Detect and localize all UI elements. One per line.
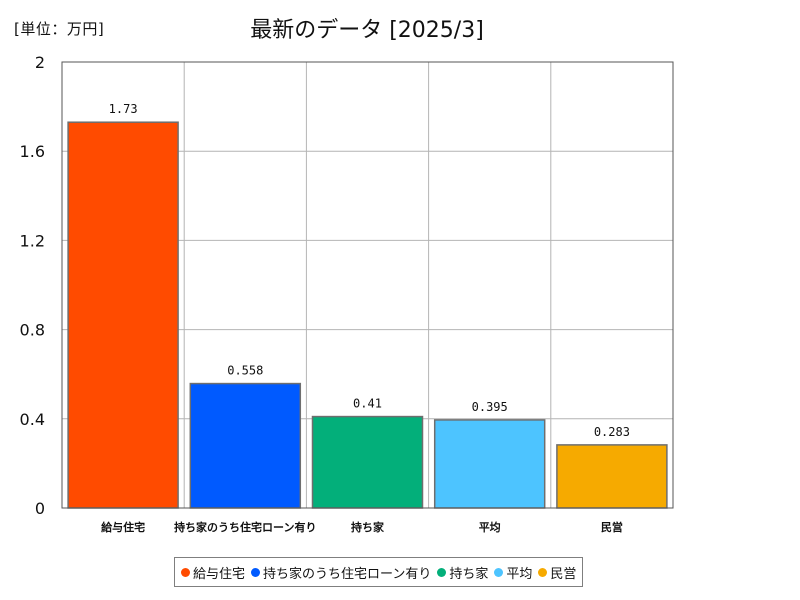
bar — [433, 419, 546, 509]
bar-value-label: 0.558 — [227, 364, 263, 378]
x-tick-label: 平均 — [479, 520, 501, 534]
legend-marker — [251, 567, 261, 577]
legend-label: 持ち家のうち住宅ローン有り — [263, 566, 432, 582]
x-tick-label: 給与住宅 — [101, 520, 145, 534]
legend-label: 平均 — [506, 566, 533, 582]
bar-value-label: 0.41 — [353, 397, 382, 411]
x-tick-label: 民営 — [601, 520, 623, 534]
bar — [556, 444, 668, 509]
legend-item: 持ち家 — [437, 563, 488, 582]
bar-value-label: 1.73 — [109, 102, 138, 116]
legend-marker — [494, 567, 504, 577]
bar-value-label: 0.395 — [472, 400, 508, 414]
x-tick-label: 持ち家のうち住宅ローン有り — [174, 520, 316, 534]
y-tick-label: 1.2 — [20, 231, 45, 250]
bar-value-label: 0.283 — [594, 425, 630, 439]
y-tick-label: 0.8 — [20, 321, 45, 340]
y-tick-label: 2 — [35, 53, 45, 72]
legend-label: 給与住宅 — [193, 566, 246, 582]
legend-label: 民営 — [550, 566, 577, 582]
bar — [67, 121, 179, 509]
unit-label: [単位：万円] — [14, 20, 105, 38]
plot-border — [61, 61, 674, 509]
y-tick-label: 0 — [35, 499, 45, 518]
legend-marker — [538, 567, 548, 577]
x-tick-label: 持ち家 — [351, 520, 385, 534]
bar — [189, 382, 302, 509]
legend-item: 平均 — [494, 563, 532, 582]
y-tick-label: 0.4 — [20, 410, 45, 429]
y-tick-label: 1.6 — [20, 142, 45, 161]
chart-legend: 給与住宅 持ち家のうち住宅ローン有り 持ち家 平均 民営 — [174, 557, 584, 587]
legend-item: 民営 — [538, 563, 576, 582]
bar — [311, 415, 424, 509]
legend-marker — [437, 567, 447, 577]
legend-item: 持ち家のうち住宅ローン有り — [251, 563, 431, 582]
legend-item: 給与住宅 — [181, 563, 245, 582]
legend-label: 持ち家 — [449, 566, 489, 582]
legend-marker — [181, 567, 190, 577]
chart-title: 最新のデータ [2025/3] — [250, 18, 484, 43]
